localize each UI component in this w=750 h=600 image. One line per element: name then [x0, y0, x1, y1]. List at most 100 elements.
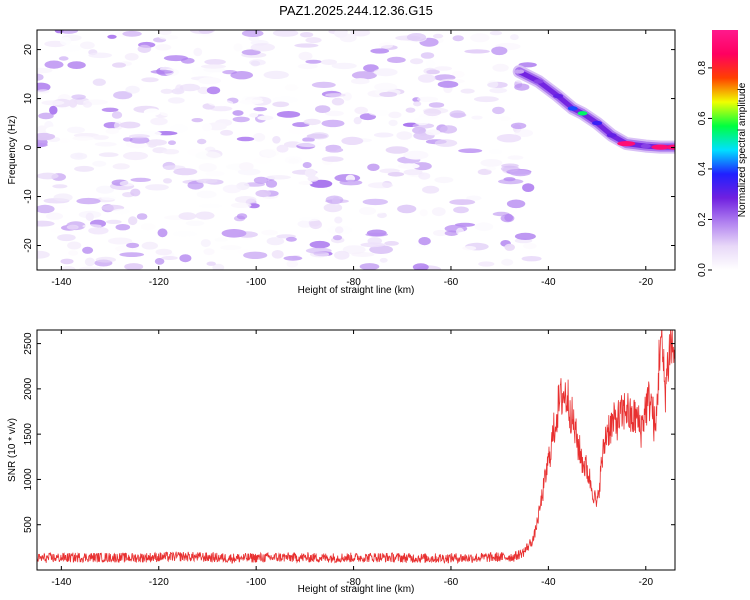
noise-blob [422, 185, 440, 194]
noise-blob [456, 227, 464, 235]
noise-blob [232, 110, 244, 116]
noise-blob [296, 141, 321, 148]
noise-blob [119, 180, 136, 187]
noise-blob [522, 183, 535, 193]
y-tick-label: -10 [23, 189, 34, 204]
noise-blob [423, 108, 442, 117]
noise-blob [331, 97, 345, 106]
noise-blob [474, 222, 494, 232]
noise-blob [200, 239, 211, 248]
noise-blob [58, 56, 69, 61]
noise-blob [471, 115, 483, 120]
noise-blob [373, 68, 398, 77]
noise-blob [178, 212, 197, 221]
noise-blob [272, 136, 281, 144]
noise-blob [298, 181, 313, 185]
x-tick-label: -80 [346, 577, 361, 588]
noise-blob [500, 165, 519, 172]
noise-blob [173, 168, 198, 176]
noise-blob [485, 166, 496, 171]
noise-blob [359, 207, 376, 215]
noise-blob [236, 213, 248, 220]
noise-blob [92, 160, 107, 167]
noise-blob [49, 105, 58, 115]
noise-blob [305, 37, 322, 44]
noise-blob [309, 179, 333, 188]
noise-blob [150, 69, 174, 74]
noise-blob [82, 246, 94, 254]
noise-blob [140, 223, 156, 231]
noise-blob [374, 82, 398, 92]
noise-blob [331, 62, 357, 70]
noise-blob [204, 59, 226, 65]
noise-blob [60, 266, 76, 270]
noise-blob [37, 67, 53, 74]
noise-blob [334, 216, 343, 224]
noise-blob [428, 102, 445, 108]
noise-blob [96, 185, 114, 194]
noise-blob [125, 85, 140, 94]
noise-blob [516, 209, 527, 214]
noise-blob [71, 94, 86, 100]
noise-blob [451, 70, 465, 78]
noise-blob [489, 87, 508, 94]
noise-blob [514, 129, 534, 138]
noise-blob [474, 96, 499, 103]
noise-blob [126, 242, 140, 249]
noise-blob [155, 248, 173, 256]
noise-blob [37, 172, 59, 180]
noise-blob [248, 203, 260, 209]
noise-blob [283, 255, 303, 261]
noise-blob [434, 66, 453, 71]
noise-blob [255, 189, 271, 198]
noise-blob [341, 136, 364, 145]
noise-blob [323, 203, 343, 213]
noise-blob [384, 241, 399, 246]
noise-blob [136, 213, 148, 220]
noise-blob [504, 213, 514, 222]
noise-blob [503, 177, 516, 182]
spectrogram-plot-area [37, 30, 675, 270]
noise-blob [115, 224, 131, 231]
noise-blob [488, 149, 503, 155]
noise-blob [253, 176, 269, 184]
noise-blob [406, 33, 427, 42]
noise-blob [41, 100, 65, 106]
noise-blob [208, 99, 234, 107]
noise-blob [470, 33, 490, 43]
noise-blob [417, 74, 436, 83]
noise-blob [300, 32, 314, 38]
colorbar-tick-label: 0.4 [697, 162, 708, 176]
spectrogram-panel: PAZ1.2025.244.12.36.G15 -140 -120 -100 -80-… [7, 3, 676, 296]
noise-blob [480, 159, 503, 167]
noise-blob [95, 256, 117, 263]
noise-blob [385, 146, 409, 154]
noise-blob [118, 48, 140, 53]
noise-blob [105, 128, 120, 135]
x-tick-label: -120 [149, 277, 169, 288]
noise-blob [378, 42, 393, 49]
noise-blob [410, 58, 424, 65]
noise-blob [206, 86, 221, 95]
noise-blob [425, 60, 436, 68]
noise-blob [466, 195, 482, 201]
noise-blob [130, 188, 141, 197]
y-tick-label: 500 [23, 516, 34, 533]
noise-blob [288, 127, 311, 135]
noise-blob [397, 163, 420, 170]
spectrogram-noise-layer [37, 30, 542, 270]
noise-blob [222, 184, 242, 194]
noise-blob [373, 132, 394, 138]
noise-blob [360, 242, 386, 248]
noise-blob [309, 240, 330, 249]
noise-blob [37, 204, 55, 214]
x-tick-label: -60 [444, 277, 459, 288]
noise-blob [439, 125, 458, 134]
noise-blob [379, 91, 398, 97]
noise-blob [437, 80, 459, 88]
y-tick-label: 20 [23, 44, 34, 56]
x-tick-label: -120 [149, 577, 169, 588]
noise-blob [523, 242, 537, 250]
noise-blob [302, 162, 312, 169]
noise-blob [203, 248, 215, 256]
